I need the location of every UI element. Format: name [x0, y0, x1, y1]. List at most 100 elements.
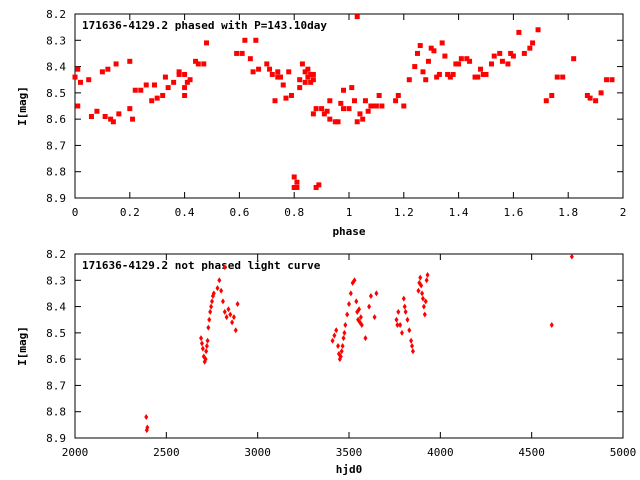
- data-point: [423, 77, 429, 83]
- data-point: [203, 356, 208, 363]
- data-point: [396, 308, 401, 315]
- phased-light-curve-panel: 0 0.2 0.4 0.6 0.8 1 1.2 1.4 1.6 1.8 2 8.2 8.3 8.4 8.5 8…: [16, 8, 626, 238]
- chart-title: 171636-4129.2 not phased light curve: [82, 259, 321, 272]
- data-point: [351, 98, 357, 104]
- data-point: [609, 77, 615, 83]
- data-point: [288, 92, 294, 98]
- data-point: [421, 303, 426, 310]
- data-point: [530, 40, 536, 46]
- x-tick-label: 0: [72, 206, 79, 219]
- data-point: [283, 95, 289, 101]
- data-point: [242, 37, 248, 43]
- data-point: [302, 79, 308, 85]
- data-point: [143, 82, 149, 88]
- x-tick-label: 1.8: [558, 206, 578, 219]
- data-point: [210, 298, 214, 305]
- data-point: [144, 413, 149, 420]
- data-point: [442, 53, 448, 59]
- data-point: [187, 77, 193, 83]
- data-point: [395, 92, 401, 98]
- x-tick-label: 3500: [336, 446, 363, 459]
- data-point: [456, 61, 462, 67]
- x-tick-label: 1: [346, 206, 353, 219]
- x-tick-label: 1.2: [394, 206, 414, 219]
- x-axis-title: hjd0: [336, 463, 363, 476]
- data-point: [445, 71, 451, 77]
- data-point: [359, 321, 364, 328]
- data-point: [347, 300, 351, 307]
- data-point: [145, 424, 150, 431]
- y-tick-label: 8.5: [46, 87, 66, 100]
- data-point: [199, 340, 204, 347]
- data-point: [222, 264, 227, 271]
- data-point: [316, 182, 322, 188]
- data-point: [127, 106, 133, 112]
- data-point: [527, 45, 533, 51]
- data-point: [184, 79, 190, 85]
- data-point: [419, 282, 424, 289]
- data-point: [199, 335, 204, 342]
- data-point: [222, 308, 227, 315]
- data-point: [410, 343, 415, 349]
- x-tick-label: 0.6: [229, 206, 249, 219]
- data-point: [472, 74, 478, 80]
- data-point: [332, 119, 338, 125]
- data-point: [357, 111, 363, 117]
- data-point: [354, 14, 360, 20]
- data-point: [604, 77, 610, 83]
- data-point: [204, 40, 210, 46]
- data-point: [393, 98, 399, 104]
- data-point: [308, 71, 314, 77]
- data-point: [267, 66, 273, 72]
- y-tick-label: 8.6: [46, 113, 66, 126]
- data-point: [508, 50, 514, 56]
- data-point: [354, 298, 359, 305]
- data-point: [499, 58, 505, 64]
- data-point: [587, 95, 593, 101]
- data-point: [86, 77, 92, 83]
- y-tick-label: 8.7: [46, 139, 66, 152]
- data-point: [99, 69, 105, 75]
- data-point: [410, 348, 415, 355]
- y-axis-title: I[mag]: [16, 86, 29, 126]
- data-point: [516, 29, 522, 35]
- data-point: [480, 71, 486, 77]
- data-point: [367, 303, 372, 310]
- data-point: [439, 40, 445, 46]
- data-point: [521, 50, 527, 56]
- data-point: [220, 298, 225, 305]
- data-point: [409, 337, 414, 344]
- data-point: [193, 58, 199, 64]
- x-tick-label: 3000: [244, 446, 271, 459]
- y-tick-label: 8.9: [46, 432, 66, 445]
- data-point: [75, 66, 81, 72]
- data-point: [475, 74, 481, 80]
- x-tick-label: 0.2: [120, 206, 140, 219]
- data-point: [341, 87, 347, 93]
- data-point: [447, 74, 453, 80]
- data-point: [373, 103, 379, 109]
- data-point: [464, 56, 470, 62]
- y-tick-label: 8.8: [46, 406, 66, 419]
- data-point: [297, 77, 303, 83]
- plot-frame: [74, 253, 624, 439]
- data-point: [286, 69, 292, 75]
- data-point: [374, 290, 379, 297]
- data-point: [497, 50, 503, 56]
- data-point: [310, 111, 316, 117]
- data-point: [406, 77, 412, 83]
- data-point: [88, 114, 94, 120]
- y-tick-label: 8.4: [46, 301, 66, 314]
- data-point: [250, 69, 256, 75]
- data-point: [436, 71, 442, 77]
- data-point: [412, 64, 418, 70]
- data-point: [345, 311, 350, 318]
- data-point: [310, 71, 316, 77]
- data-point: [569, 253, 574, 260]
- data-point: [425, 58, 431, 64]
- data-point: [127, 58, 133, 64]
- data-point: [280, 82, 286, 88]
- y-axis-title: I[mag]: [16, 326, 29, 366]
- data-point: [342, 329, 347, 336]
